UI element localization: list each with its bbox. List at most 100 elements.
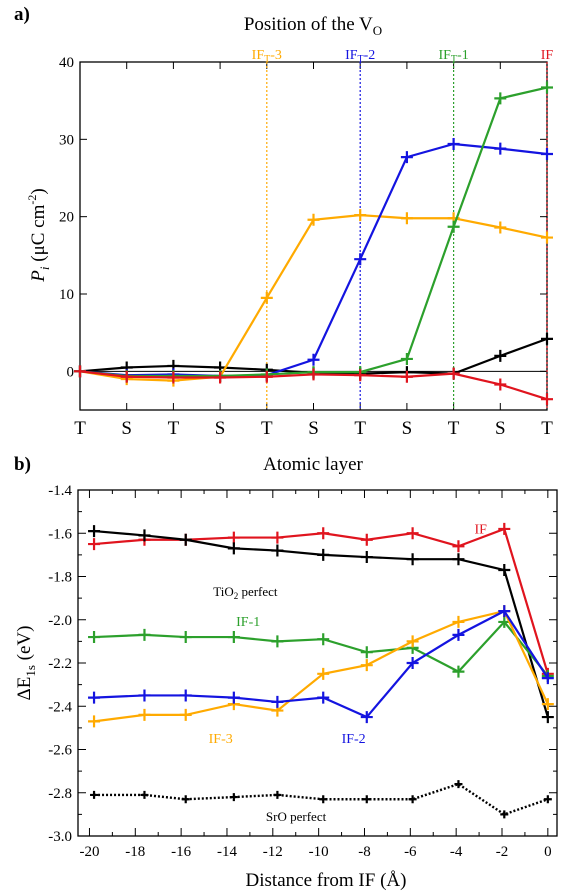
panel-a-xtick-label: S — [215, 418, 226, 439]
panel-a-series-blue-point — [354, 253, 367, 266]
panel-b-ytick-label: -2.4 — [48, 699, 72, 715]
panel-a-series-black-point — [494, 349, 507, 362]
panel-a-xtick-label: S — [121, 418, 132, 439]
panel-b-series-orange-point — [179, 708, 192, 721]
panel-a-series-red-point — [494, 378, 507, 391]
panel-b-series-red-line — [93, 527, 549, 675]
panel-b-series-green-point — [271, 635, 284, 648]
panel-a-series-orange-point — [354, 209, 367, 222]
panel-b-xtick-label: -6 — [404, 844, 417, 860]
panel-a-title: Position of the VO — [244, 14, 382, 38]
panel-a-series-green-line — [79, 86, 548, 378]
panel-b-ylabel: ΔE1s (eV) — [14, 626, 38, 701]
panel-a-series-orange-point — [260, 291, 273, 304]
panel-b-series-red-point — [271, 531, 284, 544]
panel-b-series-sro-point — [500, 810, 509, 819]
panel-b-xtick-label: -16 — [171, 844, 191, 860]
panel-b-annotation: SrO perfect — [266, 809, 327, 824]
panel-b-label: b) — [14, 454, 31, 475]
panel-b-series-orange-point — [406, 635, 419, 648]
panel-a-series-green-point — [447, 220, 460, 233]
panel-b-series-orange-point — [88, 715, 101, 728]
panel-b-series-sro-point — [140, 790, 149, 799]
panel-b-series-orange-point — [541, 698, 554, 711]
panel-a-plot: 0 10 20 30 40 T S T S T S T S T S T IF IFT-1 IFT-2 IFT-3 — [59, 48, 553, 439]
panel-a-ytick-label: 20 — [59, 210, 74, 226]
panel-b-series-red-point — [498, 522, 511, 535]
panel-b-series-sro-point — [362, 795, 371, 804]
panel-b-annotation: IF — [474, 522, 487, 537]
panel-a-series-orange-point — [400, 212, 413, 225]
panel-a-ytick-label: 40 — [59, 55, 74, 71]
panel-b-series-green-point — [360, 646, 373, 659]
panel-b-series-blue-point — [179, 689, 192, 702]
panel-a-series-blue-point — [400, 151, 413, 164]
panel-b-series-orange-point — [317, 667, 330, 680]
panel-b-ytick-label: -1.4 — [48, 483, 72, 499]
panel-a-marker-label: IFT-3 — [252, 48, 282, 65]
panel-a-series-green-point — [400, 352, 413, 365]
panel-b-ytick-label: -3.0 — [48, 829, 72, 845]
panel-b-series-sro-point — [319, 795, 328, 804]
panel-a-series-red-point — [307, 368, 320, 381]
panel-b-xtick-label: -2 — [496, 844, 509, 860]
panel-b-series-sro-point — [181, 795, 190, 804]
panel-b-series-green-point — [88, 631, 101, 644]
panel-a-marker-label: IFT-2 — [345, 48, 375, 65]
panel-a-series-orange-point — [541, 231, 553, 244]
panel-b-annotation: TiO2 perfect — [213, 584, 278, 601]
panel-a-marker-label: IFT-1 — [438, 48, 468, 65]
panel-b-series-green-line — [93, 620, 549, 677]
panel-b-series-green-point — [179, 631, 192, 644]
panel-b-xtick-label: -8 — [358, 844, 371, 860]
panel-b-ytick-label: -2.2 — [48, 656, 72, 672]
panel-b-plot: -1.4-1.6-1.8-2.0-2.2-2.4-2.6-2.8-3.0-20-… — [48, 483, 558, 860]
panel-b-series-black-point — [406, 553, 419, 566]
panel-b-ytick-label: -2.0 — [48, 613, 72, 629]
panel-a-xtick-label: T — [168, 418, 180, 439]
panel-a-series-red-point — [167, 371, 180, 384]
panel-b-series-black-point — [88, 525, 101, 538]
panel-b-series-blue-point — [271, 695, 284, 708]
panel-a-xtick-label: T — [448, 418, 460, 439]
panel-b-xtick-label: -4 — [450, 844, 463, 860]
panel-b-xtick-label: -14 — [217, 844, 237, 860]
panel-a-series-blue-point — [447, 137, 460, 150]
panel-a-ytick-label: 30 — [59, 132, 74, 148]
panel-b-series-black-point — [271, 544, 284, 557]
panel-b-ytick-label: -1.8 — [48, 570, 72, 586]
panel-b-series-sro-point — [408, 795, 417, 804]
panel-b-xtick-label: -18 — [125, 844, 145, 860]
panel-a-series-red-point — [400, 370, 413, 383]
panel-a-xtick-label: T — [74, 418, 86, 439]
panel-b-series-blue-point — [88, 691, 101, 704]
panel-b-series-sro-point — [273, 790, 282, 799]
panel-b-ytick-label: -2.8 — [48, 786, 72, 802]
panel-a-series-black-point — [541, 332, 553, 345]
panel-b-series-red-point — [406, 527, 419, 540]
panel-b-series-blue-point — [452, 628, 465, 641]
panel-b-series-red-point — [360, 533, 373, 546]
panel-a-series-red-point — [74, 365, 86, 378]
panel-b-series-blue-line — [93, 609, 549, 719]
panel-b-series-sro-point — [543, 795, 552, 804]
panel-b-series-black-point — [317, 548, 330, 561]
panel-a-xtick-label: T — [541, 418, 553, 439]
panel-a-xtick-label: S — [308, 418, 319, 439]
panel-b-series-blue-point — [360, 711, 373, 724]
panel-a-series-blue-point — [307, 353, 320, 366]
panel-b-series-green-point — [227, 631, 240, 644]
panel-b-annotation: IF-2 — [342, 732, 366, 747]
panel-a-series-orange-point — [494, 221, 507, 234]
panel-b-series-sro-point — [229, 793, 238, 802]
panel-a-series-red-point — [541, 393, 553, 406]
panel-b-series-orange-point — [138, 708, 151, 721]
panel-a-marker-label: IF — [541, 48, 554, 63]
panel-a-series-red-point — [214, 371, 227, 384]
panel-b-annotation: IF-1 — [236, 615, 260, 630]
panel-b-xtick-label: -12 — [263, 844, 283, 860]
panel-b-ytick-label: -1.6 — [48, 526, 72, 542]
panel-a-xlabel: Atomic layer — [263, 454, 363, 475]
panel-a-series-red-point — [447, 367, 460, 380]
